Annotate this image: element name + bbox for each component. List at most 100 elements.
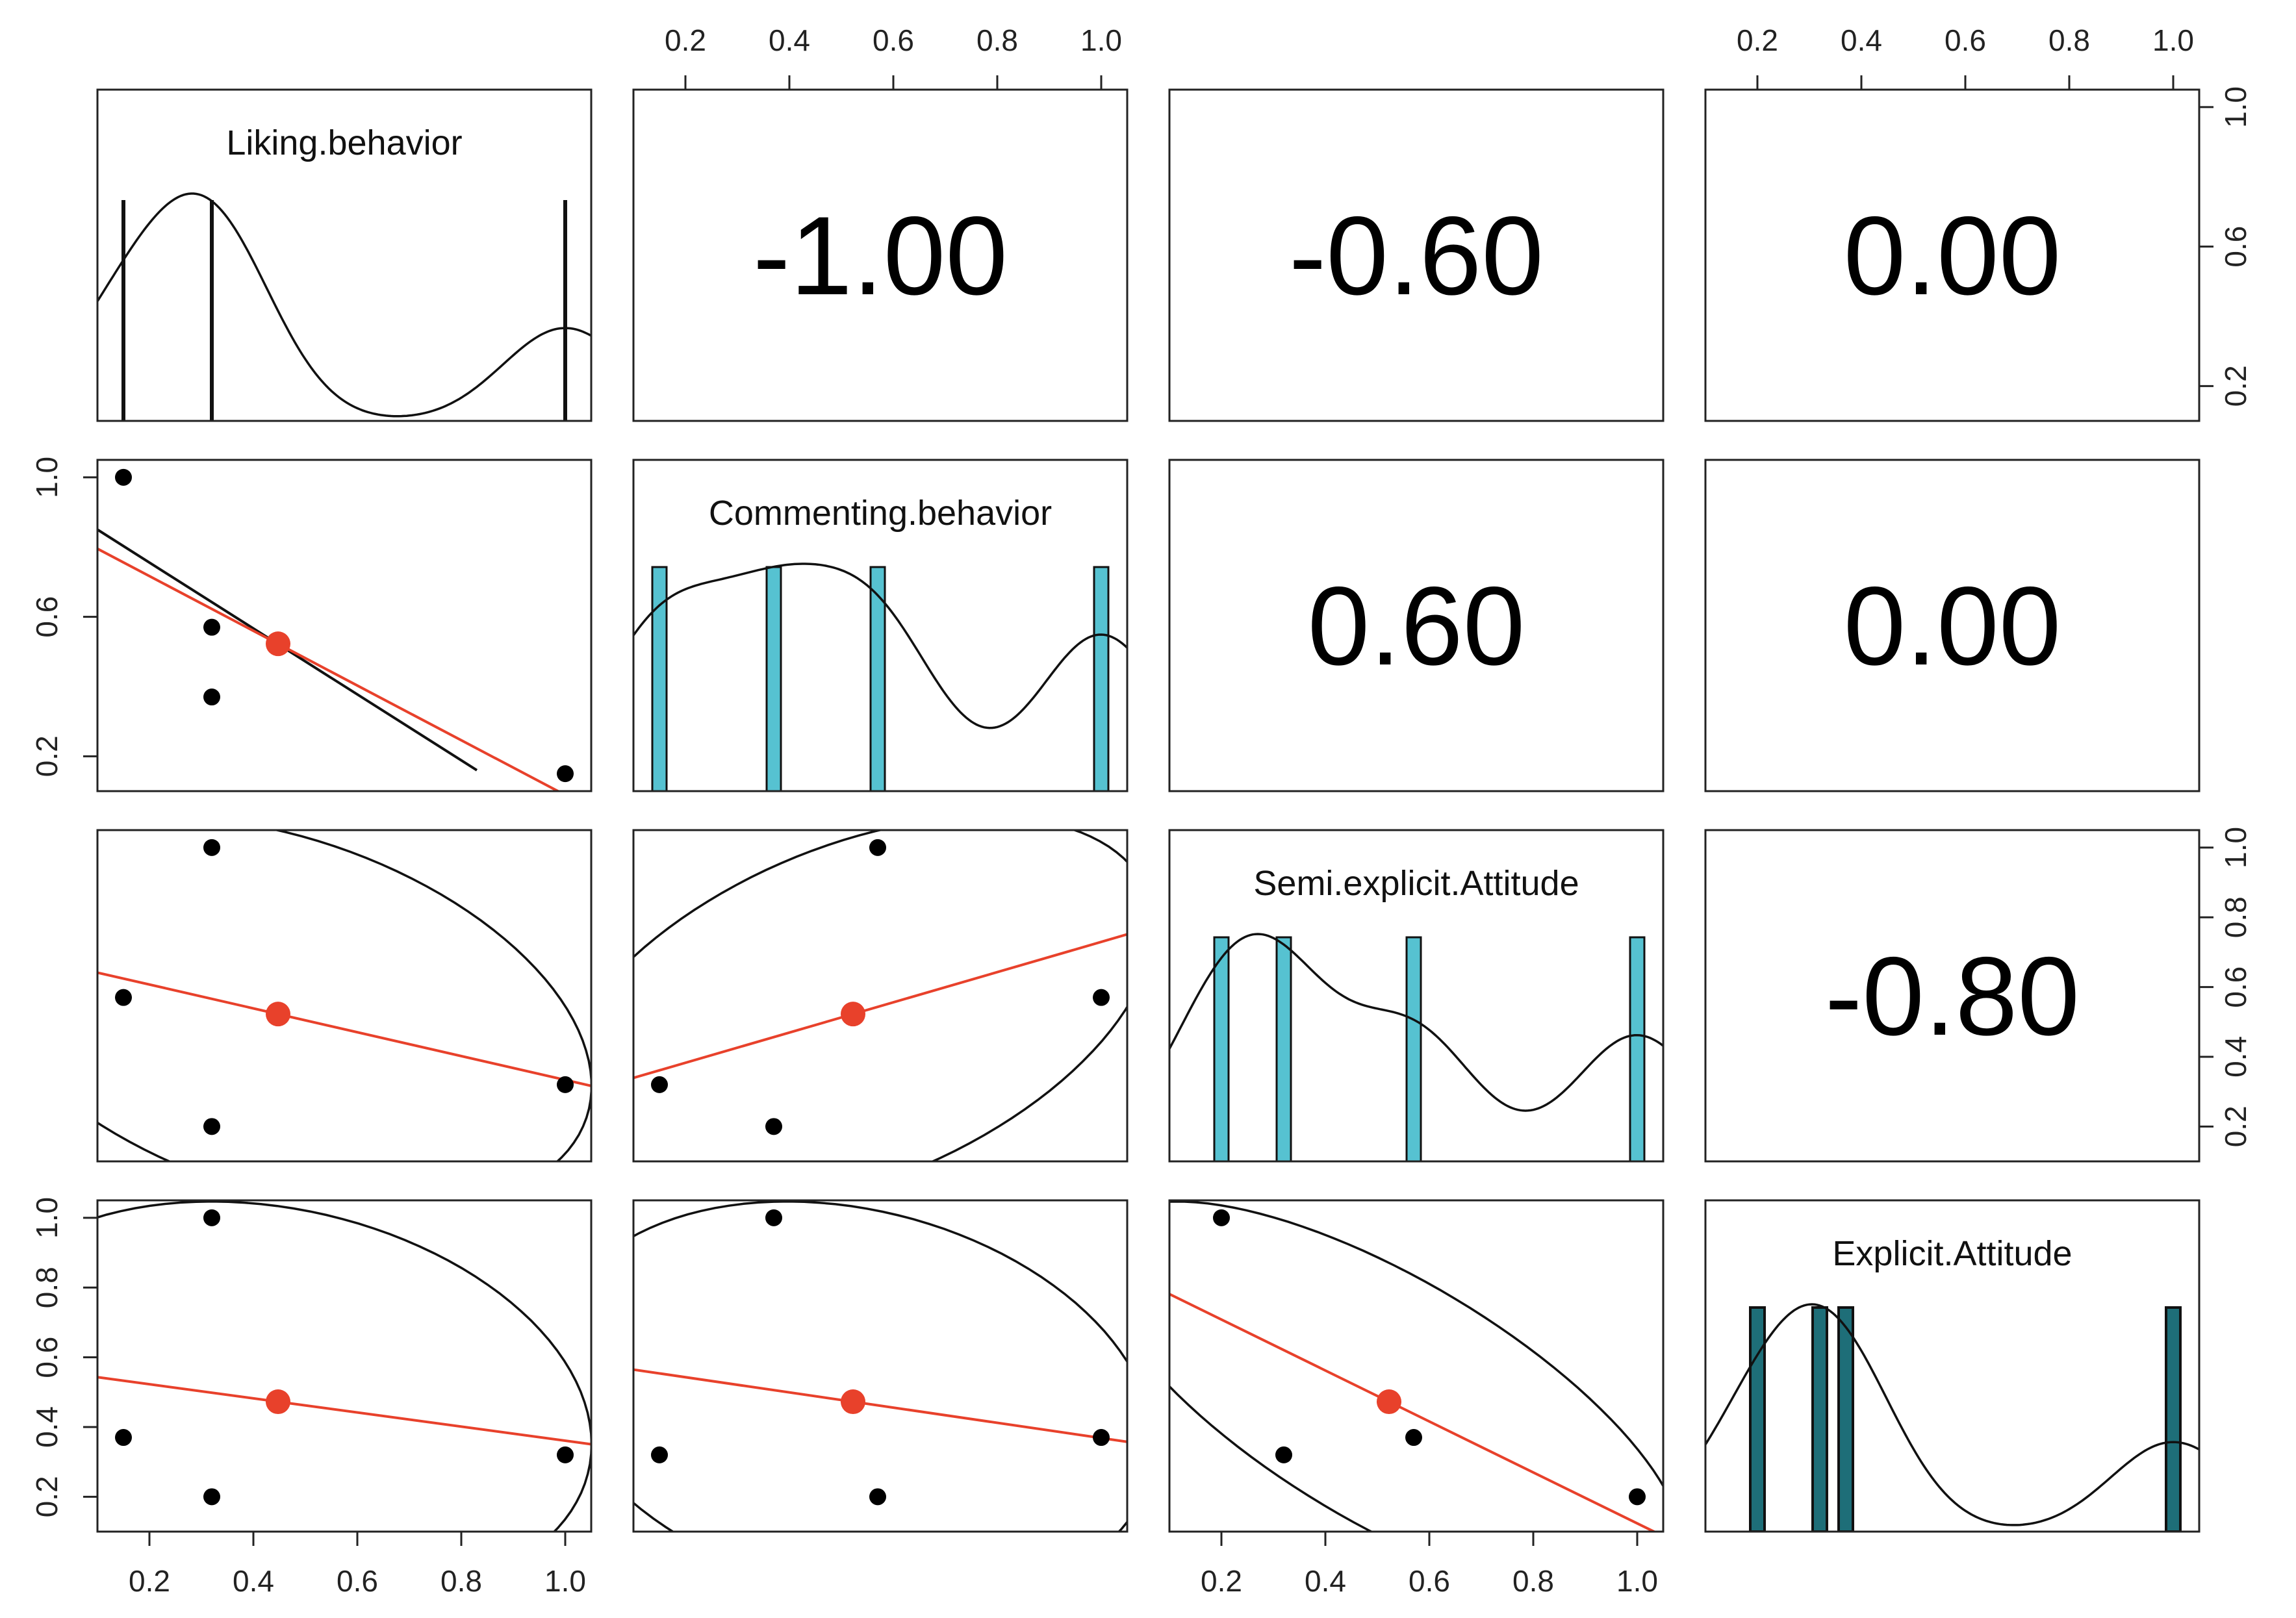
data-point — [1093, 1429, 1110, 1447]
tick-label: 0.2 — [2219, 365, 2252, 407]
regression-line — [97, 1376, 591, 1446]
correlation-ellipse — [97, 1200, 591, 1532]
correlation-value: 0.00 — [1844, 194, 2061, 318]
data-point — [765, 1209, 782, 1226]
data-point — [203, 618, 220, 636]
histogram-bar — [1811, 1306, 1828, 1532]
scatter-panel-r2-c1 — [97, 468, 574, 791]
panel-frame-r4-c1 — [96, 1199, 593, 1533]
variable-name: Commenting.behavior — [709, 494, 1052, 533]
tick-label: 0.6 — [873, 23, 914, 57]
data-point — [869, 839, 886, 856]
tick-label: 1.0 — [1080, 23, 1122, 57]
tick-label: 0.6 — [30, 1337, 64, 1378]
tick-label: 0.2 — [30, 1476, 64, 1517]
scatter-panel-r4-c1 — [97, 1200, 591, 1532]
regression-line — [1169, 1293, 1657, 1532]
tick-label: 0.8 — [976, 23, 1018, 57]
tick-label: 0.4 — [233, 1564, 274, 1598]
correlation-ellipse — [633, 830, 1127, 1161]
tick-label: 0.4 — [2219, 1036, 2252, 1078]
regression-line — [633, 1368, 1127, 1443]
data-point — [203, 1118, 220, 1135]
tick-label: 0.8 — [1512, 1564, 1554, 1598]
density-curve — [1169, 933, 1663, 1112]
data-point — [869, 1488, 886, 1506]
data-point — [203, 839, 220, 856]
data-point — [1093, 989, 1110, 1006]
panel-frame-r2-c4 — [1704, 459, 2200, 792]
panel-frame-r4-c3 — [1168, 1199, 1665, 1533]
tick-label: 1.0 — [2152, 23, 2194, 57]
tick-label: 0.8 — [2048, 23, 2090, 57]
histogram-bar — [1749, 1306, 1766, 1532]
data-point — [557, 1076, 574, 1093]
tick-label: 0.4 — [1305, 1564, 1346, 1598]
tick-label: 0.6 — [30, 596, 64, 638]
data-point — [1629, 1488, 1646, 1506]
histogram-bar — [2165, 1306, 2182, 1532]
histogram-bar — [869, 566, 886, 791]
panel-frame-r2-c3 — [1168, 459, 1665, 792]
histogram-bar — [651, 566, 668, 791]
tick-label: 1.0 — [2219, 86, 2252, 128]
histogram-bar — [1837, 1306, 1854, 1532]
tick-label: 0.8 — [30, 1267, 64, 1308]
tick-label: 0.8 — [440, 1564, 482, 1598]
data-point — [1275, 1446, 1292, 1463]
panel-frame-r4-c2 — [632, 1199, 1129, 1533]
data-point — [651, 1446, 668, 1463]
data-point — [115, 468, 132, 486]
tick-label: 0.2 — [30, 735, 64, 777]
tick-label: 0.4 — [1841, 23, 1882, 57]
panel-frame-r3-c1 — [96, 829, 593, 1163]
correlation-value: -0.60 — [1289, 194, 1544, 318]
regression-line — [97, 548, 561, 791]
tick-label: 0.6 — [337, 1564, 378, 1598]
density-curve — [97, 192, 591, 418]
mean-point — [266, 1389, 290, 1415]
regression-line — [97, 971, 591, 1087]
scatter-panel-r4-c3 — [1169, 1200, 1663, 1532]
tick-label: 0.2 — [665, 23, 706, 57]
data-point — [557, 765, 574, 783]
panel-frame-r2-c1 — [96, 459, 593, 792]
mean-point — [841, 1389, 865, 1415]
tick-label: 0.8 — [2219, 896, 2252, 938]
histogram-bar — [1405, 936, 1422, 1161]
data-point — [203, 1209, 220, 1226]
histogram-bar — [1213, 936, 1230, 1161]
tick-label: 0.6 — [2219, 967, 2252, 1008]
data-point — [203, 1488, 220, 1506]
data-point — [203, 689, 220, 706]
density-curve — [633, 563, 1127, 729]
correlation-ellipse — [97, 830, 591, 1161]
data-point — [651, 1076, 668, 1093]
mean-point — [266, 631, 290, 657]
regression-line — [633, 933, 1127, 1080]
panel-frame-r3-c2 — [632, 829, 1129, 1163]
tick-label: 0.2 — [129, 1564, 170, 1598]
diag-panel-1 — [97, 192, 591, 421]
diag-panel-3 — [1169, 933, 1663, 1161]
tick-label: 0.2 — [1201, 1564, 1242, 1598]
tick-label: 0.2 — [2219, 1106, 2252, 1147]
data-point — [115, 1429, 132, 1447]
data-point — [115, 989, 132, 1006]
scatter-panel-r3-c1 — [97, 830, 591, 1161]
panel-frame-r1-c3 — [1168, 88, 1665, 422]
density-curve — [1705, 1303, 2199, 1526]
scatter-panel-r3-c2 — [633, 830, 1127, 1161]
diag-panel-2 — [633, 563, 1127, 791]
tick-label: 1.0 — [544, 1564, 586, 1598]
histogram-bar — [1275, 936, 1292, 1161]
variable-name: Semi.explicit.Attitude — [1253, 864, 1579, 903]
mean-point — [266, 1002, 290, 1027]
correlation-value: 0.60 — [1308, 564, 1525, 689]
tick-label: 0.4 — [769, 23, 810, 57]
correlation-ellipse — [1169, 1200, 1663, 1532]
histogram-bar — [1093, 566, 1110, 791]
tick-label: 0.6 — [1945, 23, 1986, 57]
data-point — [1213, 1209, 1230, 1226]
